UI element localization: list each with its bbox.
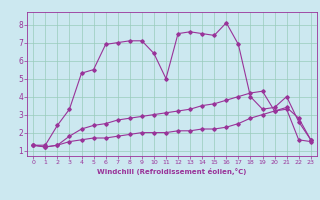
X-axis label: Windchill (Refroidissement éolien,°C): Windchill (Refroidissement éolien,°C) (97, 168, 247, 175)
